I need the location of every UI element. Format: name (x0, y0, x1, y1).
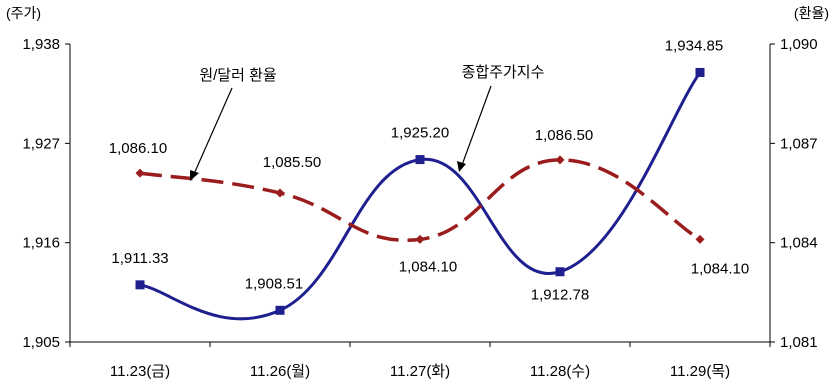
exchange-rate-line (139, 158, 701, 242)
exchange-rate-data-label: 1,086.50 (535, 127, 593, 144)
x-category-label: 11.26(월) (250, 363, 310, 380)
right-tick-label: 1,087 (780, 135, 818, 152)
left-tick-label: 1,905 (22, 334, 60, 351)
exchange-rate-data-label: 1,085.50 (263, 154, 321, 171)
axes: 1,938 1,927 1,916 1,905 1,090 1,087 1,084 1,081… (6, 5, 829, 380)
x-category-label: 11.28(수) (530, 363, 590, 380)
stock-index-point (135, 280, 145, 290)
exchange-rate-annotation: 원/달러 환율 (199, 67, 276, 84)
annotations: 원/달러 환율 종합주가지수 (190, 64, 544, 181)
exchange-rate-point (555, 155, 565, 165)
exchange-rate-data-label: 1,084.10 (399, 258, 457, 275)
series-layer (135, 67, 705, 321)
exchange-rate-point (695, 234, 705, 244)
stock-index-line (139, 71, 702, 321)
exchange-rate-point (135, 168, 145, 178)
x-category-label: 11.29(목) (670, 363, 730, 380)
exchange-rate-annotation-arrow (193, 87, 233, 175)
stock-index-point (555, 267, 565, 277)
stock-index-point (275, 305, 285, 315)
labels-layer: 1,911.33 1,908.51 1,925.20 1,912.78 1,934.85… (109, 37, 749, 303)
stock-index-point (695, 67, 705, 77)
left-axis-unit: (주가) (6, 5, 41, 21)
stock-index-data-label: 1,911.33 (111, 250, 168, 267)
x-category-label: 11.23(금) (110, 363, 170, 380)
stock-index-data-label: 1,908.51 (245, 275, 303, 292)
exchange-rate-arrowhead (190, 170, 199, 181)
stock-index-data-label: 1,934.85 (665, 37, 723, 54)
right-tick-label: 1,084 (780, 235, 818, 252)
stock-index-arrowhead (457, 161, 466, 172)
stock-index-annotation: 종합주가지수 (462, 64, 545, 81)
exchange-rate-data-label: 1,084.10 (691, 260, 749, 277)
exchange-rate-point (415, 234, 425, 244)
left-tick-label: 1,916 (22, 235, 60, 252)
left-tick-label: 1,938 (22, 36, 60, 53)
stock-index-data-label: 1,925.20 (391, 125, 449, 142)
stock-index-point (415, 155, 425, 165)
exchange-rate-point (275, 188, 285, 198)
exchange-rate-data-label: 1,086.10 (109, 140, 167, 157)
right-tick-label: 1,090 (780, 36, 818, 53)
stock-index-annotation-arrow (461, 85, 492, 166)
right-tick-label: 1,081 (780, 334, 818, 351)
left-tick-label: 1,927 (22, 135, 60, 152)
right-axis-unit: (환율) (794, 5, 829, 21)
x-category-label: 11.27(화) (390, 363, 450, 380)
stock-index-data-label: 1,912.78 (531, 287, 589, 304)
